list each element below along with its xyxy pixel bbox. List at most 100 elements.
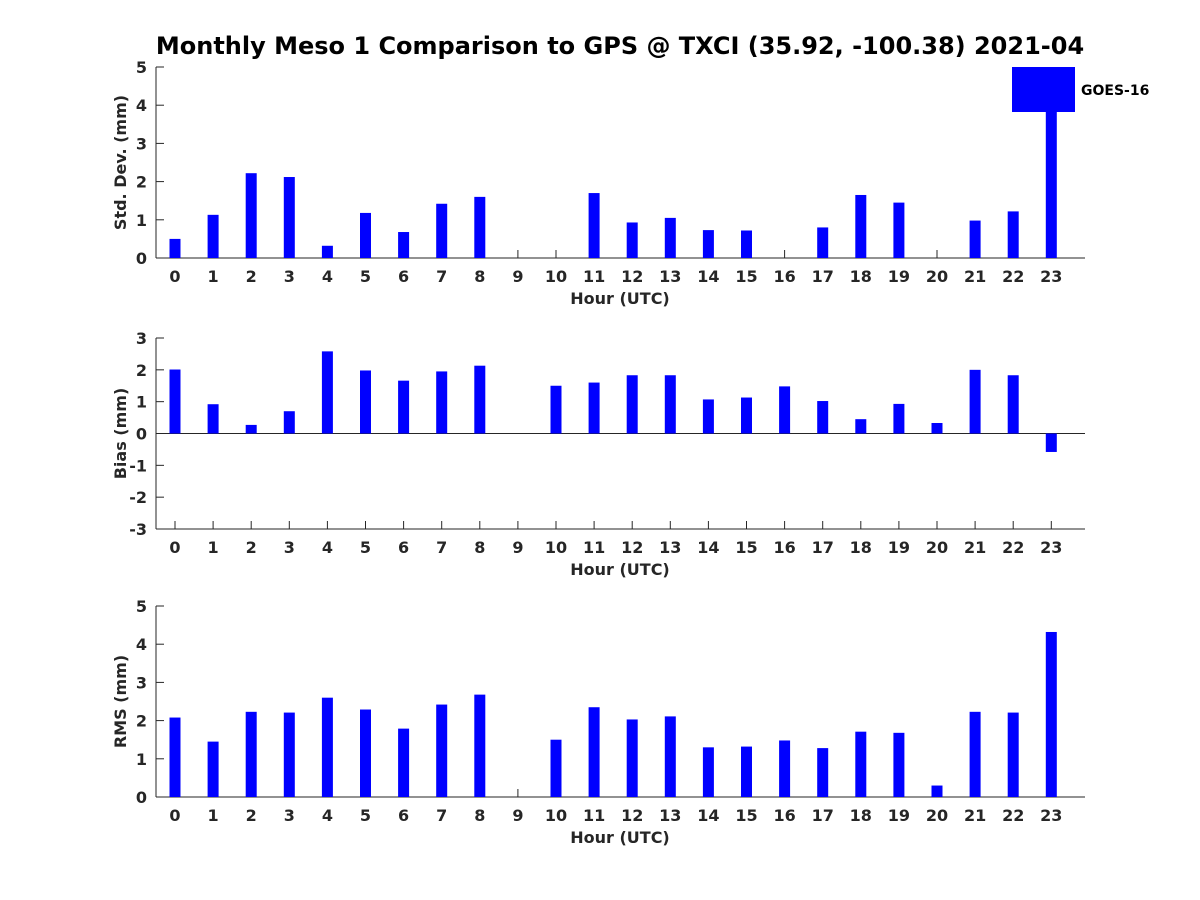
bar-hour-0 — [169, 369, 181, 434]
y-tick-label: 0 — [136, 788, 147, 807]
bar-hour-15 — [741, 397, 752, 434]
bar-hour-18 — [855, 731, 867, 797]
x-tick-label: 22 — [1002, 267, 1024, 286]
y-tick-label: 0 — [136, 425, 147, 444]
x-axis-label: Hour (UTC) — [570, 828, 670, 847]
x-tick-label: 3 — [284, 538, 295, 557]
bar-hour-19 — [893, 403, 905, 434]
x-tick-label: 22 — [1002, 538, 1024, 557]
bar-hour-17 — [817, 227, 829, 258]
bar-hour-21 — [969, 220, 981, 258]
bar-hour-1 — [207, 214, 219, 258]
bar-hour-13 — [664, 375, 676, 434]
y-tick-label: 3 — [136, 134, 147, 153]
bar-hour-21 — [969, 711, 981, 797]
y-tick-label: 1 — [136, 393, 147, 412]
x-tick-label: 9 — [512, 267, 523, 286]
x-tick-label: 15 — [735, 267, 757, 286]
x-tick-label: 6 — [398, 267, 409, 286]
bar-hour-14 — [702, 747, 714, 797]
y-tick-label: 2 — [136, 173, 147, 192]
y-axis-label: Std. Dev. (mm) — [111, 95, 130, 230]
y-tick-label: 4 — [136, 635, 147, 654]
x-tick-label: 16 — [773, 538, 795, 557]
x-tick-label: 4 — [322, 806, 333, 825]
x-tick-label: 18 — [850, 538, 872, 557]
bar-hour-18 — [855, 194, 867, 258]
x-tick-label: 10 — [545, 267, 567, 286]
bar-hour-5 — [360, 709, 371, 797]
x-tick-label: 3 — [284, 267, 295, 286]
x-tick-label: 0 — [169, 806, 180, 825]
bar-hour-21 — [969, 369, 981, 434]
x-tick-label: 6 — [398, 538, 409, 557]
x-tick-label: 15 — [735, 538, 757, 557]
x-tick-label: 16 — [773, 806, 795, 825]
x-tick-label: 11 — [583, 267, 605, 286]
x-tick-label: 4 — [322, 538, 333, 557]
bar-hour-12 — [626, 719, 638, 797]
x-tick-label: 12 — [621, 538, 643, 557]
x-tick-label: 0 — [169, 267, 180, 286]
y-tick-label: 3 — [136, 673, 147, 692]
x-tick-label: 21 — [964, 538, 986, 557]
x-tick-label: 9 — [512, 538, 523, 557]
x-tick-label: 7 — [436, 806, 447, 825]
bar-hour-11 — [588, 382, 600, 434]
y-tick-label: 5 — [136, 597, 147, 616]
x-tick-label: 20 — [926, 267, 948, 286]
bar-hour-18 — [855, 419, 867, 434]
x-tick-label: 8 — [474, 538, 485, 557]
bar-hour-3 — [283, 177, 295, 258]
y-tick-label: 1 — [136, 750, 147, 769]
bar-hour-20 — [931, 422, 943, 434]
bar-hour-3 — [283, 411, 295, 434]
bar-hour-4 — [321, 245, 333, 258]
x-tick-label: 11 — [583, 538, 605, 557]
y-tick-label: 0 — [136, 249, 147, 268]
bar-hour-1 — [207, 404, 219, 434]
x-tick-label: 3 — [284, 806, 295, 825]
x-tick-label: 22 — [1002, 806, 1024, 825]
bar-hour-1 — [207, 741, 219, 797]
x-tick-label: 12 — [621, 806, 643, 825]
bar-hour-16 — [779, 386, 791, 434]
y-axis-label: RMS (mm) — [111, 655, 130, 748]
bar-hour-17 — [817, 748, 829, 797]
bar-hour-7 — [436, 371, 448, 434]
bar-hour-10 — [550, 739, 562, 797]
bar-hour-8 — [474, 196, 486, 258]
y-tick-label: 1 — [136, 211, 147, 230]
bar-hour-0 — [169, 238, 181, 258]
x-tick-label: 17 — [812, 806, 834, 825]
bar-hour-17 — [817, 401, 829, 434]
x-tick-label: 5 — [360, 806, 371, 825]
x-tick-label: 13 — [659, 538, 681, 557]
x-tick-label: 17 — [812, 538, 834, 557]
bar-hour-23 — [1045, 433, 1057, 452]
y-tick-label: 5 — [136, 58, 147, 77]
bar-hour-11 — [588, 193, 600, 258]
x-tick-label: 14 — [697, 267, 719, 286]
bar-hour-22 — [1007, 375, 1019, 434]
bar-hour-7 — [436, 203, 448, 258]
bar-hour-4 — [321, 697, 333, 797]
bar-hour-7 — [436, 704, 448, 797]
x-tick-label: 20 — [926, 806, 948, 825]
x-tick-label: 17 — [812, 267, 834, 286]
x-tick-label: 20 — [926, 538, 948, 557]
x-tick-label: 14 — [697, 538, 719, 557]
bar-hour-5 — [360, 370, 371, 434]
bar-hour-8 — [474, 694, 486, 797]
x-tick-label: 2 — [246, 267, 257, 286]
bar-hour-11 — [588, 707, 600, 797]
bar-hour-6 — [398, 380, 410, 434]
x-tick-label: 1 — [208, 267, 219, 286]
bar-hour-2 — [245, 173, 257, 258]
bar-hour-16 — [779, 740, 791, 797]
x-tick-label: 13 — [659, 806, 681, 825]
x-tick-label: 8 — [474, 267, 485, 286]
y-axis-label: Bias (mm) — [111, 388, 130, 480]
